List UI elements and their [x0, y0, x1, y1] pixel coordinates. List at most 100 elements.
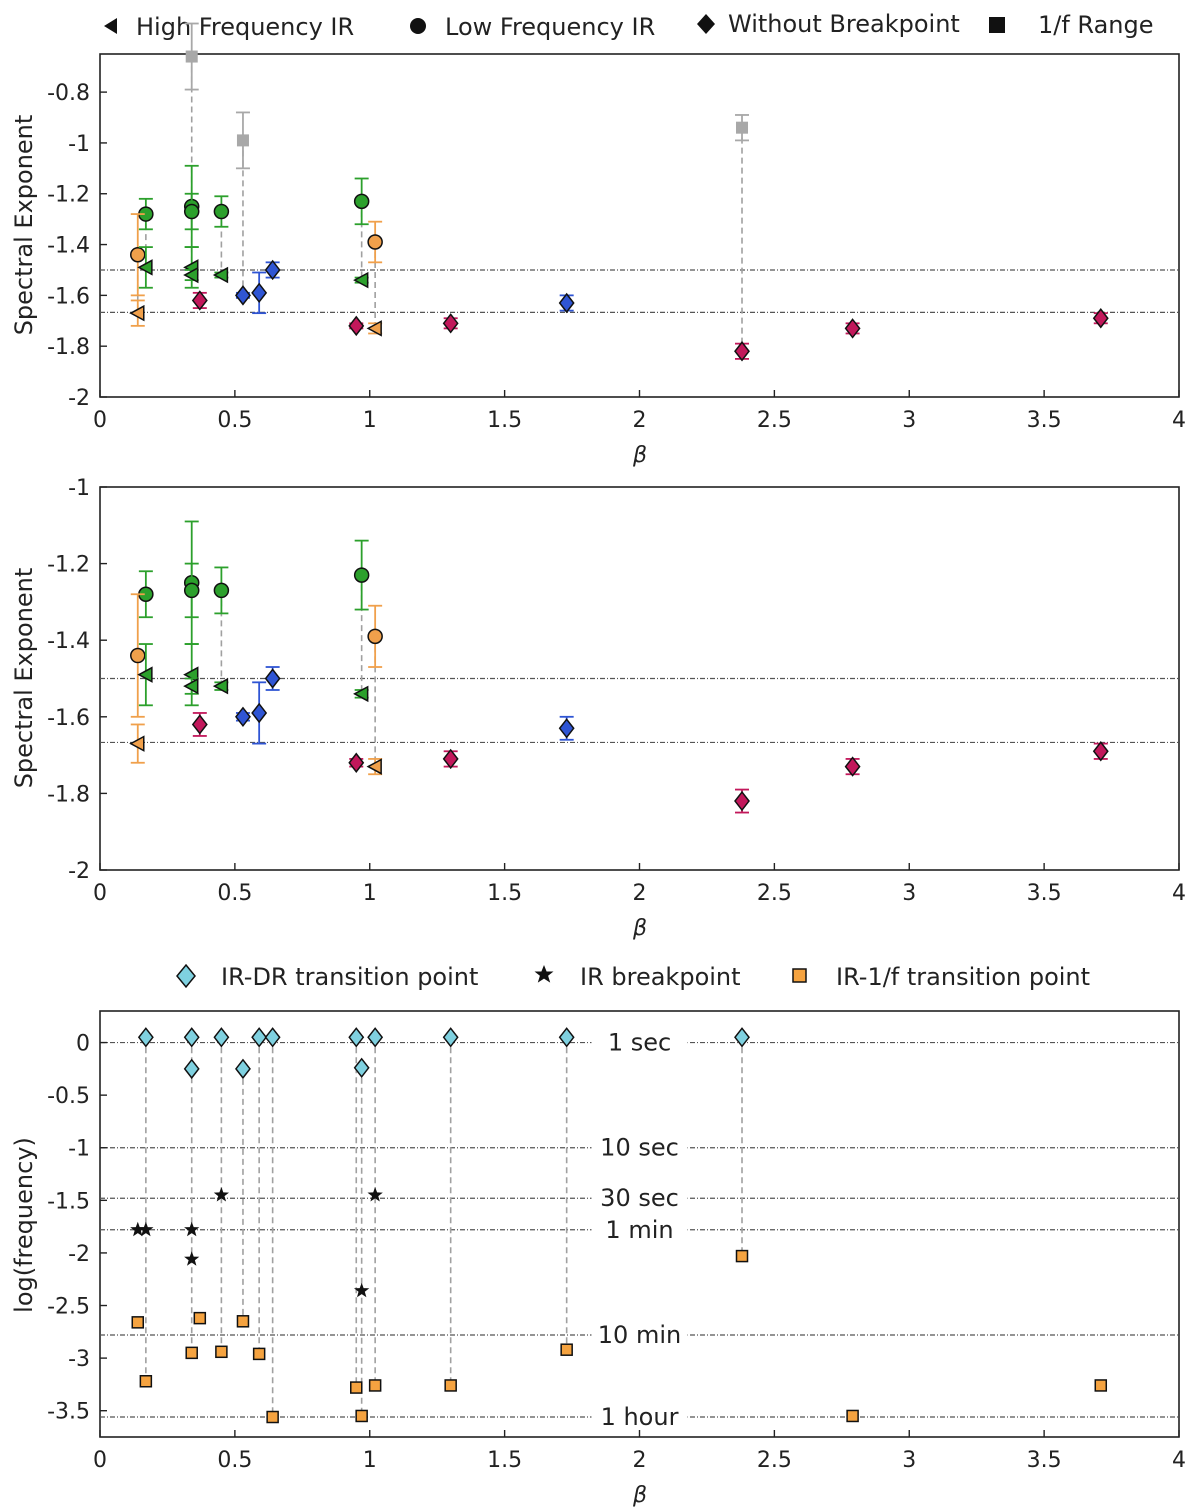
y-tick-label: -1: [68, 132, 90, 157]
data-point-diamond: [558, 292, 575, 314]
data-point-diamond: [442, 748, 459, 770]
data-point-circle: [183, 582, 200, 599]
x-tick-label: 0.5: [217, 408, 252, 433]
data-point-diamond: [137, 1027, 154, 1048]
data-point-circle: [353, 193, 370, 210]
data-point-triangle: [353, 271, 369, 289]
x-tick-label: 2: [633, 1448, 647, 1473]
data-point-diamond: [353, 1057, 370, 1079]
data-point-circle: [213, 582, 230, 599]
x-tick-label: 2.5: [757, 408, 792, 433]
data-point-square: [252, 1347, 266, 1361]
data-point-diamond: [844, 318, 861, 339]
legend-triangle-marker: [104, 18, 117, 34]
y-tick-label: 0: [76, 1032, 90, 1057]
legend-diamond-marker: [697, 14, 715, 34]
data-point-star: [184, 1221, 200, 1237]
time-label-background: [591, 1184, 688, 1213]
data-point-square: [236, 1315, 250, 1328]
x-tick-label: 0: [93, 408, 107, 433]
data-point-diamond: [734, 341, 750, 362]
data-point-diamond: [191, 714, 208, 735]
x-tick-label: 1: [363, 881, 377, 906]
data-point-circle: [353, 567, 370, 583]
time-label-background: [591, 1133, 688, 1162]
legend-high-frequency-ir: High Frequency IR: [136, 13, 354, 41]
y-tick-label: -1.6: [47, 706, 90, 731]
data-point-diamond: [183, 1027, 200, 1048]
data-point-square: [139, 1375, 153, 1388]
data-point-diamond: [235, 706, 251, 728]
data-point-circle: [367, 234, 383, 250]
legend-ir-dr-transition: IR-DR transition point: [221, 963, 478, 991]
x-tick-label: 0: [93, 1448, 107, 1473]
data-point-circle: [213, 203, 230, 220]
panel-1: Spectral Exponent β 0 0.5 1 1.5 2 2.5 3 3.5 4 -2…: [10, 22, 1186, 468]
time-label-background: [591, 1403, 688, 1432]
data-point-triangle: [353, 685, 369, 703]
data-point-diamond: [251, 702, 268, 724]
panel-1-frame: [99, 53, 1180, 398]
legend-star-marker: [534, 965, 554, 983]
data-point-star: [354, 1282, 370, 1298]
x-tick-label: 2.5: [757, 1448, 792, 1473]
data-point-triangle: [212, 266, 229, 284]
x-tick-label: 1: [363, 408, 377, 433]
data-point-diamond: [183, 1058, 200, 1080]
data-point-star: [130, 1221, 146, 1237]
data-point-square: [1094, 1379, 1108, 1392]
y-tick-label: -1.2: [47, 183, 90, 208]
time-reference-label: 10 sec: [600, 1134, 679, 1162]
legend-bottom: IR-DR transition point IR breakpoint IR-…: [176, 963, 1090, 991]
data-point-circle: [130, 246, 146, 263]
x-tick-label: 3.5: [1027, 1448, 1062, 1473]
data-point-diamond: [367, 1027, 384, 1048]
x-tick-label: 1.5: [487, 881, 522, 906]
data-point-diamond: [251, 282, 268, 304]
data-point-square: [735, 1249, 749, 1263]
panel-1-xlabel: β: [632, 443, 647, 468]
x-tick-label: 4: [1172, 408, 1186, 433]
data-point-square: [215, 1345, 228, 1359]
data-point-square: [355, 1409, 368, 1423]
data-point-triangle: [183, 677, 199, 695]
y-tick-label: -1.4: [47, 234, 90, 259]
data-point-triangle: [183, 266, 199, 284]
data-point-circle: [367, 628, 383, 645]
data-point-diamond: [251, 1027, 268, 1048]
x-tick-label: 3.5: [1027, 881, 1062, 906]
x-tick-label: 0: [93, 881, 107, 906]
legend-low-frequency-ir: Low Frequency IR: [445, 13, 655, 41]
y-tick-label: -0.5: [47, 1084, 90, 1109]
data-point-diamond: [1092, 308, 1109, 329]
x-tick-label: 2: [633, 881, 647, 906]
data-point-diamond: [734, 1027, 750, 1048]
data-point-diamond: [844, 756, 861, 777]
data-point-triangle: [137, 259, 153, 276]
y-tick-label: -1.4: [47, 629, 90, 654]
data-point-star: [138, 1221, 154, 1237]
data-point-diamond: [348, 315, 365, 337]
x-tick-label: 3: [902, 1448, 916, 1473]
data-point-diamond: [191, 290, 208, 311]
time-label-background: [591, 1028, 688, 1057]
data-point-diamond: [235, 1058, 251, 1080]
data-point-triangle: [366, 758, 382, 775]
x-tick-label: 1.5: [487, 1448, 522, 1473]
legend-cyan-diamond-marker: [176, 963, 196, 989]
y-tick-label: -2.5: [47, 1295, 90, 1320]
data-point-diamond: [1092, 741, 1109, 762]
data-point-circle: [183, 203, 200, 220]
data-point-diamond: [235, 285, 251, 306]
legend-orange-square-marker: [792, 968, 807, 983]
panel-2-xlabel: β: [632, 916, 647, 941]
x-tick-label: 3: [902, 408, 916, 433]
data-point-square: [193, 1311, 207, 1325]
time-reference-label: 10 min: [598, 1321, 681, 1349]
x-tick-label: 0.5: [217, 881, 252, 906]
data-point-square: [846, 1409, 859, 1423]
x-tick-label: 1: [363, 1448, 377, 1473]
y-tick-label: -1.6: [47, 284, 90, 309]
y-tick-label: -1.2: [47, 553, 90, 578]
